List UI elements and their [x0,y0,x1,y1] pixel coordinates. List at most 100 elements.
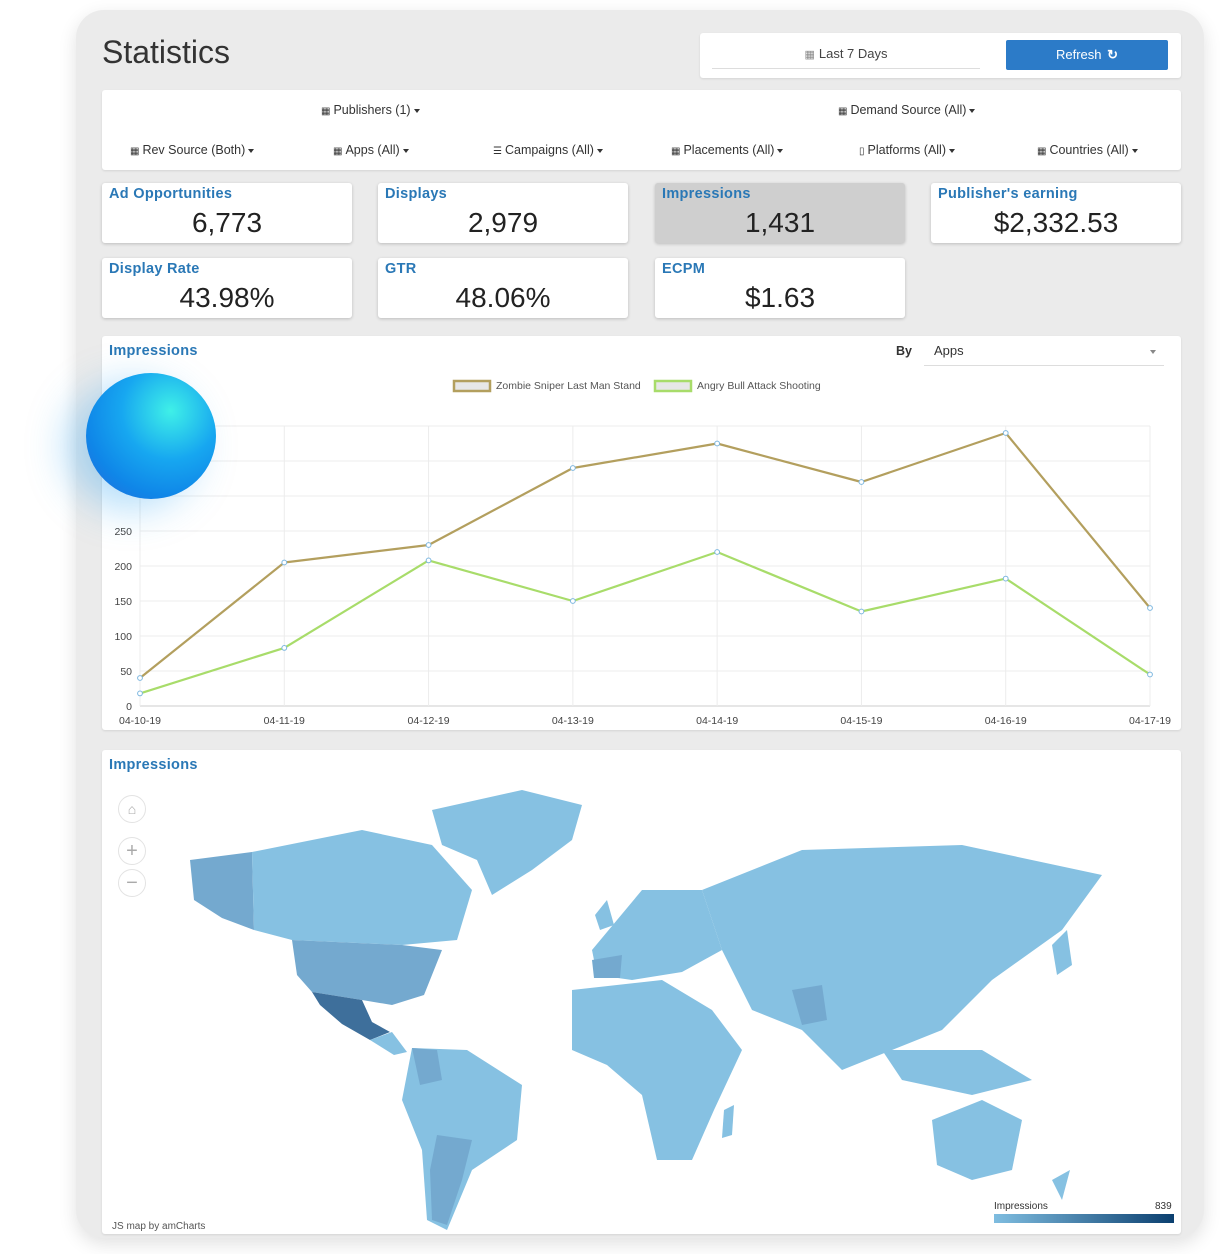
metric-value: $1.63 [744,282,816,313]
chart-legend-label: Angry Bull Attack Shooting [697,380,821,392]
metric-value: $2,332.53 [993,207,1119,238]
chart-x-tick-label: 04-11-19 [264,715,305,727]
chevron-down-icon [969,108,976,113]
filter-countries[interactable]: ▦ Countries (All) [1037,143,1138,157]
metric-value: 43.98% [179,282,275,313]
chevron-down-icon [248,148,255,153]
chart-y-tick-label: 200 [114,561,132,573]
map-europe [592,890,722,980]
filter-demand-source[interactable]: ▦ Demand Source (All) [838,103,976,117]
map-africa [572,980,742,1160]
metric-value: 48.06% [455,282,551,313]
chevron-down-icon [949,148,955,153]
chart-point [1002,575,1009,582]
chart-legend-swatch [653,379,693,393]
map-mexico [312,992,390,1040]
filter-platforms[interactable]: ▯ Platforms (All) [859,143,955,157]
chart-point [281,559,288,566]
filter-apps-label: Apps (All) [345,143,400,157]
chart-point [714,549,721,555]
map-asia [702,845,1102,1070]
calendar-icon: ▦ [804,49,815,61]
metric-ad-opportunities[interactable]: Ad Opportunities 6,773 [102,183,352,243]
chart-point [137,675,143,681]
filter-bar: ▦ Publishers (1) ▦ Demand Source (All) ▦ Re… [102,90,1181,170]
chart-x-tick-label: 04-13-19 [552,715,594,727]
th-icon: ▦ [671,146,681,157]
filter-campaigns[interactable]: ☰ Campaigns (All) [493,143,603,157]
chart-series-line [139,431,1151,679]
grid-icon: ▦ [838,106,848,117]
toolbar: ▦ Last 7 Days Refresh ↻ [700,33,1181,78]
map-title: Impressions [109,757,198,773]
chart-series-line [139,550,1151,695]
grid-icon: ▦ [321,106,331,117]
filter-countries-label: Countries (All) [1049,143,1129,157]
metric-label: GTR [385,261,417,277]
plus-icon[interactable]: + [118,837,146,865]
filter-demand-source-label: Demand Source (All) [850,103,967,117]
filter-publishers[interactable]: ▦ Publishers (1) [321,103,420,117]
map-uk [595,900,614,930]
line-chart: 04-10-19 04-11-19 04-12-19 04-13-19 04-14-19… [114,379,1171,727]
chart-x-tick-label: 04-10-19 [119,715,161,727]
group-by-select[interactable]: Apps [924,338,1164,366]
chart-y-tick-label: 0 [126,701,132,713]
metric-display-rate[interactable]: Display Rate 43.98% [102,258,352,318]
chart-x-tick-label: 04-14-19 [696,715,738,727]
chart-legend-swatch [452,379,492,393]
chart-y-tick-label: 250 [114,526,132,538]
page-title: Statistics [102,34,231,70]
chart-x-tick-label: 04-12-19 [408,715,450,727]
minus-icon[interactable]: − [118,869,146,897]
metric-label: Display Rate [109,261,200,277]
chart-x-tick-label: 04-15-19 [840,715,882,727]
chevron-down-icon [413,108,420,113]
grid-icon: ▦ [333,146,343,157]
map-greenland [432,790,582,895]
filter-rev-source-label: Rev Source (Both) [142,143,246,157]
map-new-zealand [1052,1170,1070,1200]
metric-publisher-earning[interactable]: Publisher's earning $2,332.53 [931,183,1181,243]
map-argentina [430,1135,472,1225]
map-canada [252,830,472,945]
filter-platforms-label: Platforms (All) [867,143,946,157]
chevron-down-icon [1150,350,1156,354]
metric-label: Impressions [662,186,751,202]
metric-value: 2,979 [467,207,539,238]
map-japan [1052,930,1072,975]
metric-label: Ad Opportunities [109,186,233,202]
filter-campaigns-label: Campaigns (All) [504,143,594,157]
chevron-down-icon [777,148,784,153]
metric-displays[interactable]: Displays 2,979 [378,183,628,243]
filter-placements[interactable]: ▦ Placements (All) [671,143,784,157]
date-range-picker[interactable]: ▦ Last 7 Days [712,41,980,69]
metric-value: 6,773 [191,207,263,238]
metric-ecpm[interactable]: ECPM $1.63 [655,258,905,318]
refresh-icon: ↻ [1107,47,1119,62]
metric-gtr[interactable]: GTR 48.06% [378,258,628,318]
chart-y-tick-label: 150 [114,596,132,608]
filter-apps[interactable]: ▦ Apps (All) [333,143,409,157]
map-central-america [370,1032,407,1055]
refresh-button[interactable]: Refresh ↻ [1006,40,1168,70]
chart-point [858,608,865,615]
map-australia [932,1100,1022,1180]
chart-point [425,557,432,564]
line-chart-title: Impressions [109,343,198,359]
home-icon[interactable]: ⌂ [118,795,146,823]
chart-x-tick-label: 04-17-19 [1129,715,1171,727]
metric-label: ECPM [662,261,706,277]
map-credit: JS map by amCharts [112,1221,206,1232]
list-icon: ☰ [493,146,502,157]
metric-value: 1,431 [744,207,816,238]
map-southeast-asia [882,1050,1032,1095]
chart-legend-label: Zombie Sniper Last Man Stand [496,380,641,392]
metric-label: Displays [385,186,448,202]
glow-orb-decoration [86,373,216,499]
chart-y-tick-label: 50 [120,666,132,678]
map-panel: Impressions ⌂ + − JS map by amCharts [102,750,1181,1234]
metric-impressions[interactable]: Impressions 1,431 [655,183,905,243]
calendar-icon: ▦ [1037,146,1047,157]
filter-rev-source[interactable]: ▦ Rev Source (Both) [130,143,255,157]
